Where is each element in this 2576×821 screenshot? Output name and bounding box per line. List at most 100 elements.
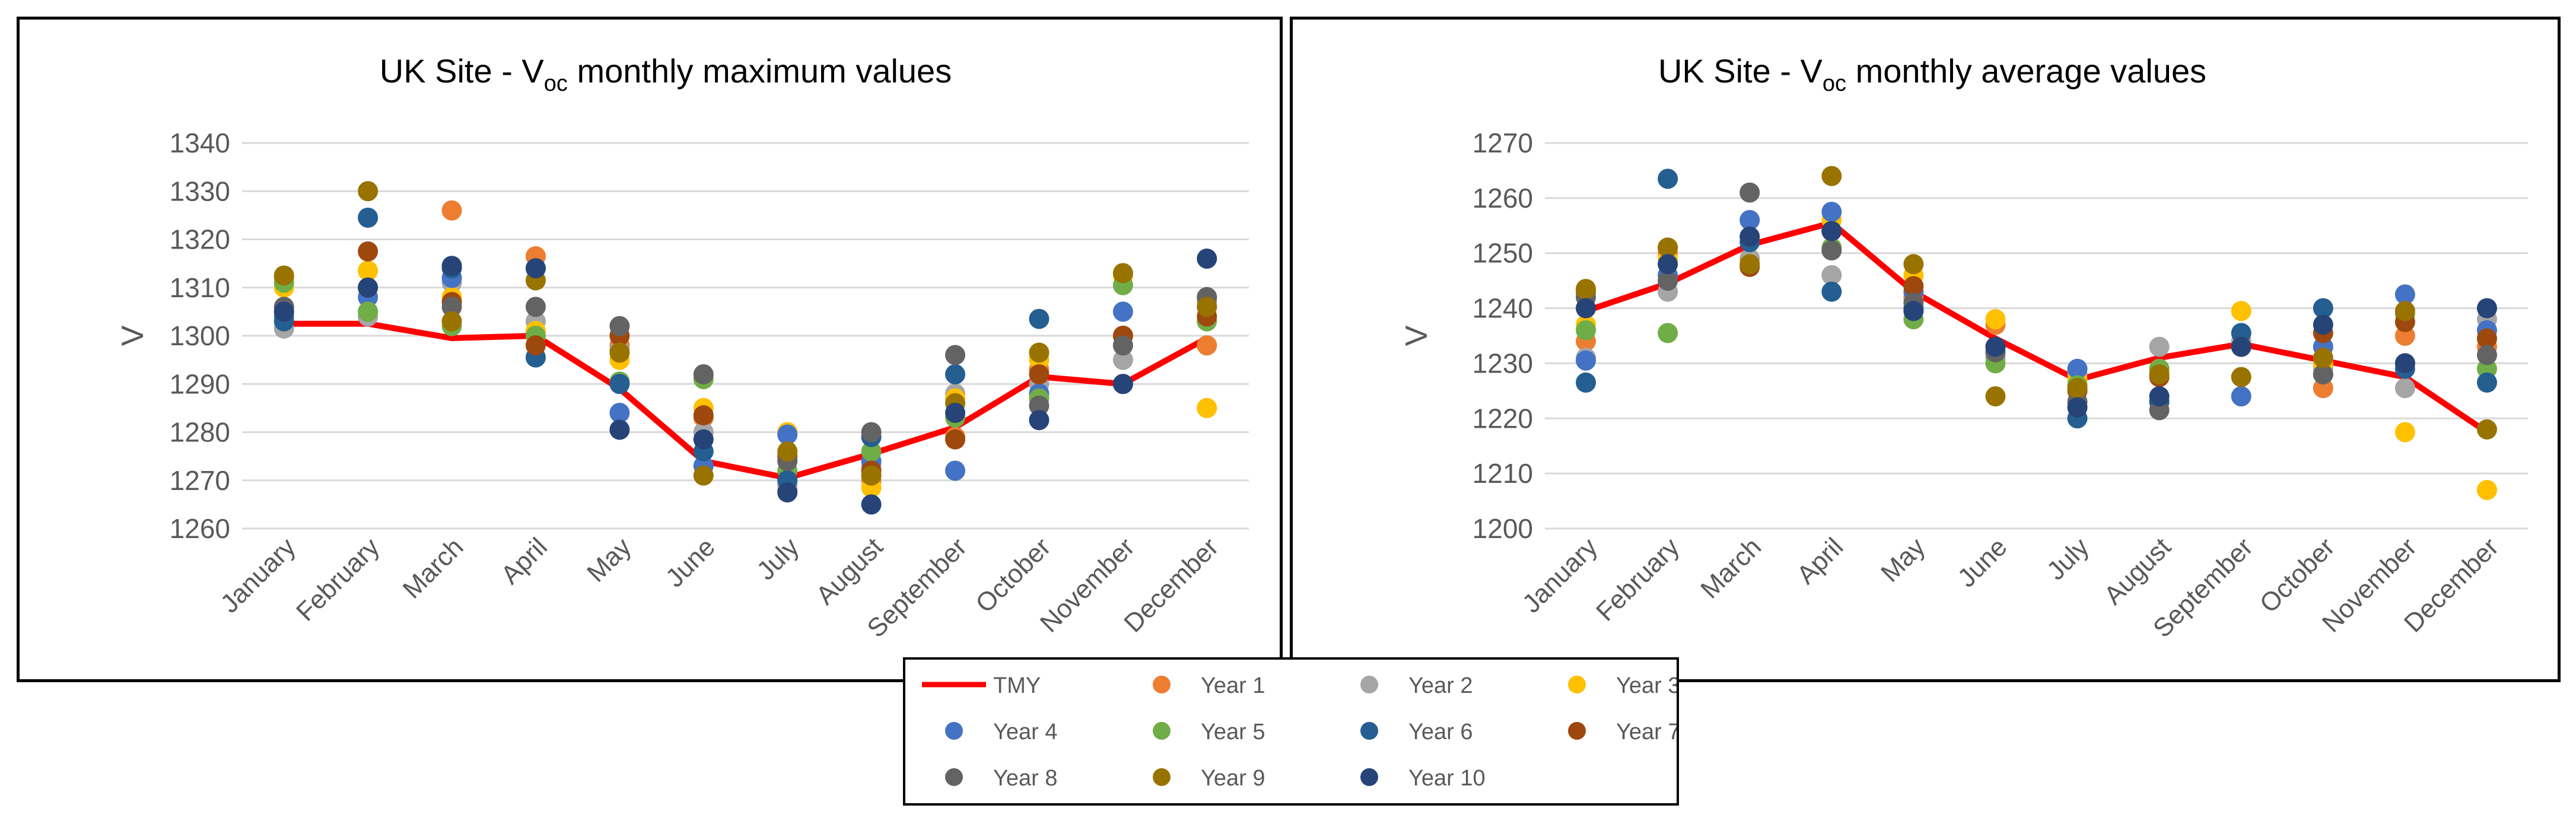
point-year-9 bbox=[1821, 166, 1842, 186]
point-year-7 bbox=[358, 241, 379, 262]
legend-swatch-marker bbox=[1360, 722, 1378, 740]
point-year-9 bbox=[1576, 279, 1597, 300]
point-year-9 bbox=[693, 465, 714, 486]
y-tick-label: 1340 bbox=[170, 128, 230, 158]
point-year-2 bbox=[2149, 336, 2170, 357]
point-year-10 bbox=[525, 258, 546, 279]
y-tick-label: 1270 bbox=[170, 465, 230, 496]
point-year-9 bbox=[1903, 254, 1924, 275]
point-year-6 bbox=[1821, 281, 1842, 302]
legend-label: Year 7 bbox=[1616, 720, 1677, 744]
legend-swatch-marker bbox=[1568, 676, 1586, 693]
point-year-6 bbox=[358, 207, 379, 228]
point-year-10 bbox=[1576, 298, 1597, 319]
x-tick-label: April bbox=[1791, 532, 1849, 590]
point-year-7 bbox=[693, 405, 714, 426]
chart-title: UK Site - Voc monthly maximum values bbox=[380, 52, 952, 96]
point-year-10 bbox=[1029, 410, 1050, 431]
y-tick-label: 1300 bbox=[170, 320, 230, 351]
point-year-5 bbox=[861, 441, 882, 462]
chart-title-subscript: oc bbox=[1823, 71, 1846, 96]
x-tick-label: June bbox=[660, 532, 721, 593]
point-year-6 bbox=[1658, 168, 1678, 189]
point-year-9 bbox=[2067, 378, 2088, 399]
legend-label: Year 8 bbox=[993, 766, 1057, 791]
x-tick-label: February bbox=[1591, 532, 1685, 626]
legend-swatch-marker bbox=[1153, 676, 1171, 693]
point-year-10 bbox=[273, 301, 294, 322]
legend-swatch-marker bbox=[945, 768, 963, 786]
point-year-5 bbox=[358, 301, 379, 322]
y-tick-label: 1260 bbox=[170, 513, 230, 544]
point-year-9 bbox=[1739, 254, 1760, 275]
point-year-8 bbox=[945, 345, 966, 365]
x-tick-label: June bbox=[1952, 532, 2012, 593]
point-year-3 bbox=[2231, 301, 2251, 322]
point-year-6 bbox=[945, 364, 966, 384]
legend-label: Year 2 bbox=[1408, 673, 1473, 698]
series-line-tmy bbox=[1585, 219, 2489, 435]
point-year-4 bbox=[609, 403, 630, 423]
point-year-9 bbox=[358, 181, 379, 202]
point-year-10 bbox=[1739, 226, 1760, 247]
point-year-3 bbox=[1197, 397, 1217, 418]
point-year-7 bbox=[525, 335, 546, 356]
y-tick-label: 1220 bbox=[1473, 403, 1533, 434]
point-year-9 bbox=[1658, 237, 1678, 258]
y-axis-label: V bbox=[1400, 325, 1434, 346]
point-year-5 bbox=[1658, 323, 1678, 343]
y-tick-label: 1330 bbox=[170, 176, 230, 206]
legend-label: Year 9 bbox=[1201, 766, 1265, 791]
point-year-8 bbox=[1112, 335, 1133, 356]
x-tick-label: October bbox=[970, 532, 1056, 618]
point-year-8 bbox=[1029, 395, 1050, 416]
point-year-9 bbox=[441, 311, 462, 332]
point-year-10 bbox=[358, 277, 379, 298]
point-year-9 bbox=[1985, 386, 2006, 407]
x-tick-label: March bbox=[397, 532, 469, 604]
point-year-9 bbox=[2394, 301, 2415, 322]
point-year-6 bbox=[609, 374, 630, 394]
point-year-3 bbox=[1985, 309, 2006, 330]
x-tick-label: August bbox=[810, 532, 889, 610]
point-year-10 bbox=[777, 482, 798, 503]
point-year-3 bbox=[2476, 480, 2497, 500]
point-year-9 bbox=[2231, 367, 2251, 387]
point-year-4 bbox=[945, 460, 966, 481]
chart-max-svg: UK Site - Voc monthly maximum values 1260… bbox=[116, 52, 1249, 643]
point-year-9 bbox=[2476, 419, 2497, 440]
chart-title-main: UK Site - V bbox=[380, 52, 545, 90]
point-year-8 bbox=[2313, 364, 2333, 384]
point-year-10 bbox=[2394, 353, 2415, 374]
legend-swatch-marker bbox=[1568, 722, 1586, 740]
chart-title-main: UK Site - V bbox=[1658, 52, 1823, 90]
x-tick-label: March bbox=[1695, 532, 1767, 604]
chart-panel-max: UK Site - Voc monthly maximum values 1260… bbox=[17, 17, 1283, 682]
point-year-8 bbox=[861, 422, 882, 443]
point-year-10 bbox=[2476, 298, 2497, 319]
point-year-10 bbox=[945, 403, 966, 423]
legend-swatch-marker bbox=[1153, 722, 1171, 740]
point-year-8 bbox=[1739, 182, 1760, 203]
chart-title: UK Site - Voc monthly average values bbox=[1658, 52, 2206, 96]
point-year-9 bbox=[2313, 348, 2333, 368]
chart-legend: TMY Year 1 Year 2 Year 3 Year 4 Year 5 Year 6 Y… bbox=[903, 657, 1679, 806]
chart-title-suffix: monthly average values bbox=[1846, 52, 2206, 90]
legend-swatch-marker bbox=[1360, 768, 1378, 786]
legend-swatch-marker bbox=[945, 722, 963, 740]
x-tick-label: July bbox=[751, 532, 804, 585]
legend-label: Year 5 bbox=[1201, 720, 1265, 744]
point-year-8 bbox=[1658, 271, 1678, 291]
point-year-10 bbox=[2313, 314, 2333, 335]
point-year-4 bbox=[2231, 386, 2251, 407]
point-year-3 bbox=[2394, 422, 2415, 443]
point-year-9 bbox=[1112, 263, 1133, 284]
point-year-9 bbox=[609, 342, 630, 363]
point-year-10 bbox=[609, 419, 630, 440]
point-year-4 bbox=[1821, 202, 1842, 222]
legend-label: Year 4 bbox=[993, 720, 1057, 744]
point-year-5 bbox=[1576, 320, 1597, 341]
point-year-2 bbox=[1112, 349, 1133, 370]
point-year-7 bbox=[945, 429, 966, 450]
point-year-9 bbox=[1029, 342, 1050, 363]
